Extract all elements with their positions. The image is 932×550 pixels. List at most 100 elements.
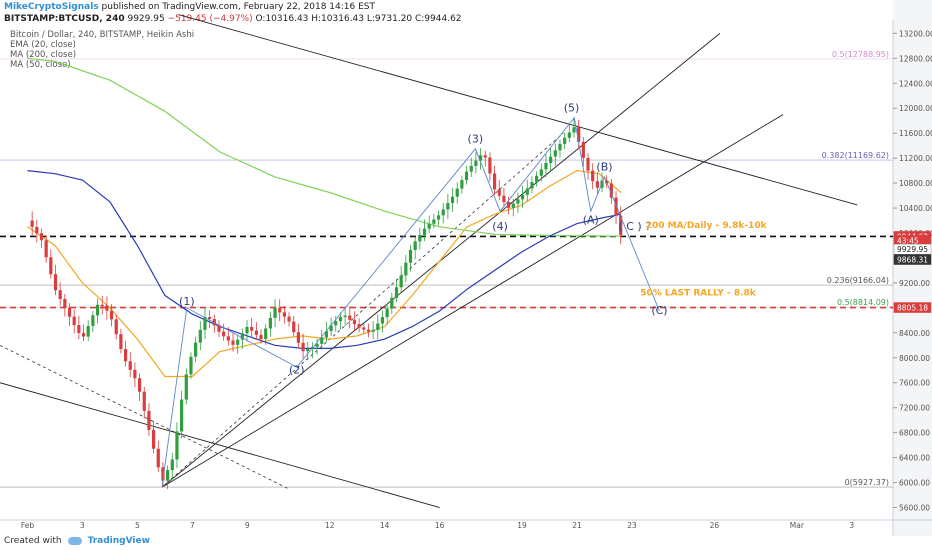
y-tick-label: 11600.00 [899,129,932,138]
candle-body [161,467,165,481]
legend-title: Bitcoin / Dollar, 240, BITSTAMP, Heikin … [10,30,195,40]
candle-body [362,327,366,330]
ticker-line: BITSTAMP:BTCUSD, 240 9929.95 −519.45 (−4… [4,14,462,24]
candle-body [478,155,483,161]
candle-body [432,219,436,224]
fib-level-label: 0(5927.37) [845,478,889,487]
candle-body [203,317,207,330]
candle-body [114,319,118,335]
candle-body [619,215,623,235]
author-link[interactable]: MikeCryptoSignals [4,2,99,12]
candle-body [483,155,487,158]
x-tick-label: 7 [190,521,195,530]
candle-body [614,197,618,216]
candle-body [268,317,272,329]
candle-body [264,328,268,340]
y-tick-label: 7600.00 [899,379,930,388]
y-tick-label: 8000.00 [899,354,930,363]
candle-body [170,459,174,471]
x-tick-label: 3 [849,521,854,530]
candle-body [95,304,100,316]
candle-body [502,195,506,203]
candle-body [315,343,319,347]
wave-label: (C) [651,304,667,317]
candle-body [296,332,300,343]
candle-body [175,431,179,460]
y-tick-label: 6400.00 [899,454,930,463]
candle-body [544,163,548,170]
candle-body [245,326,249,334]
candle-body [278,308,282,313]
wave-label: (B) [596,161,612,174]
candle-body [91,315,95,326]
fib-level-label: 0.382(11169.62) [822,151,889,160]
candle-body [250,326,254,331]
price-axis-label-bg [893,254,932,265]
candle-body [525,188,529,195]
legend-ema20[interactable]: EMA (20, close) [10,40,76,50]
ticker-last: 9929.95 [127,14,165,24]
wave-label: (5) [564,101,580,114]
candle-body [436,215,441,220]
candle-body [81,332,86,337]
candle-body [142,391,146,411]
ma50-line [27,170,622,349]
footer-brand[interactable]: TradingView [87,536,150,546]
candle-body [506,202,511,208]
candle-body [343,315,347,318]
candle-body [217,325,221,332]
candle-body [567,132,571,138]
candle-body [450,196,455,204]
candle-body [198,329,202,343]
candle-body [231,340,235,345]
candle-body [63,299,67,308]
y-tick-label: 12400.00 [899,79,932,88]
trend-line [161,114,784,488]
candle-body [539,169,543,176]
wave-label: (3) [468,133,484,146]
price-axis-label: 9929.95 [897,245,928,254]
candle-body [516,199,520,204]
candle-body [399,275,403,288]
candle-body [72,316,76,326]
candle-body [156,448,160,468]
candle-body [166,470,170,481]
chart-annotation: 50% LAST RALLY - 8.8k [640,288,757,298]
candle-body [119,334,123,350]
price-chart[interactable]: 5600.00 6000.00 6400.00 6800.00 7200.00 7600.… [0,0,932,536]
y-tick-label: 10800.00 [899,179,932,188]
candle-body [488,157,492,174]
candle-body [259,334,263,340]
candle-body [236,339,240,345]
candle-body [180,399,184,432]
candle-body [521,194,525,200]
legend-ma200[interactable]: MA (200, close) [10,50,77,60]
candle-body [609,183,613,198]
candle-body [380,317,385,324]
wave-label: (4) [492,220,508,233]
y-tick-label: 9200.00 [899,279,930,288]
candle-body [366,329,371,332]
candle-body [292,321,296,333]
candle-body [455,188,459,197]
candle-body [563,137,567,144]
candle-body [105,305,109,311]
candle-body [334,321,338,326]
candle-body [474,160,478,166]
y-tick-label: 7200.00 [899,404,930,413]
candle-body [254,330,258,335]
candle-body [30,220,34,227]
candle-body [282,312,286,317]
candle-body [329,325,333,332]
candle-body [492,173,497,190]
candle-body [189,356,193,375]
y-tick-label: 6000.00 [899,479,930,488]
chart-legend: Bitcoin / Dollar, 240, BITSTAMP, Heikin … [10,30,194,70]
candle-body [469,165,473,172]
legend-ma50[interactable]: MA (50, close) [10,60,71,70]
price-axis-label-bg [893,302,932,313]
wave-label: (2) [289,363,305,376]
fib-level-label: 0.5(12788.95) [832,50,889,59]
x-tick-label: 23 [627,521,637,530]
candle-body [67,307,72,317]
